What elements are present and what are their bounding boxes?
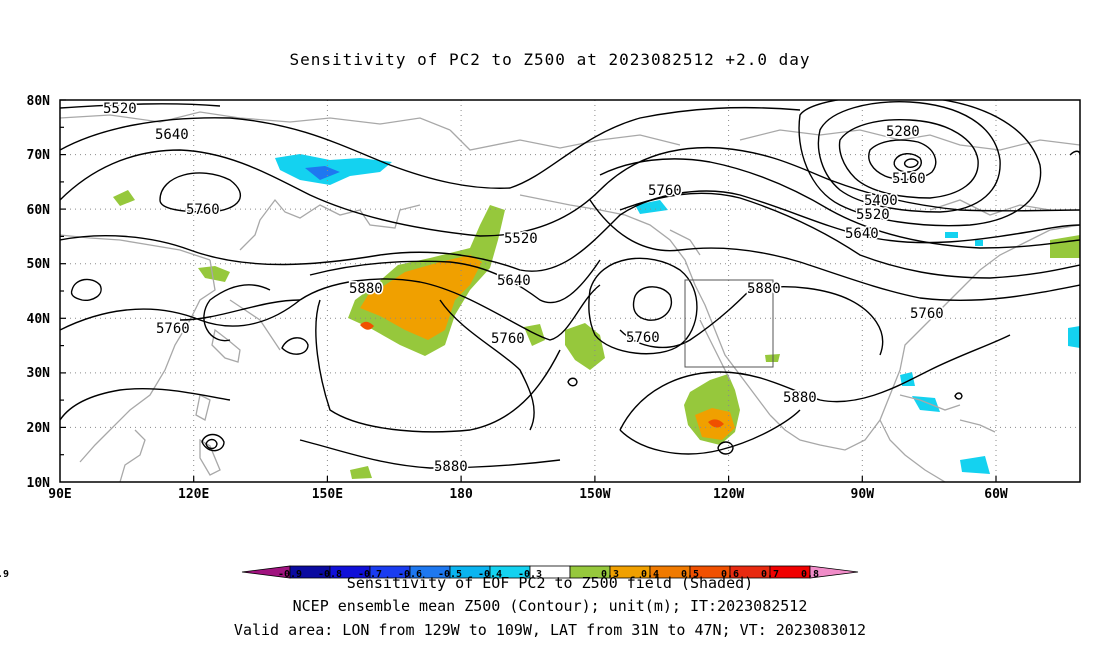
longitude-labels: 90E 120E 150E 180 150W 120W 90W 60W (48, 487, 1008, 502)
colorbar-tick-label: 0.5 (681, 569, 699, 580)
red-spot-mexico (708, 419, 724, 428)
contour-label: 5760 (491, 331, 525, 347)
contour-label: 5280 (886, 124, 920, 140)
lon-label: 120E (178, 487, 209, 502)
contour-label: 5640 (155, 127, 189, 143)
green-spot-gulf (524, 324, 545, 346)
colorbar-tick-label: -0.5 (438, 569, 462, 580)
lat-label: 80N (27, 94, 51, 109)
blue-spot-greenland (945, 232, 958, 238)
blue-spot-greenland-2 (975, 240, 983, 246)
map-title: Sensitivity of PC2 to Z500 at 2023082512… (289, 50, 811, 69)
colorbar-tick-label: 0.9 (0, 569, 9, 580)
red-spot-pacific (360, 321, 374, 330)
colorbar-tick-label: -0.9 (278, 569, 302, 580)
lon-label: 150E (312, 487, 343, 502)
colorbar-tick-label: -0.8 (318, 569, 342, 580)
lon-label: 90E (48, 487, 71, 502)
colorbar-caption: Sensitivity of EOF PC2 to Z500 field (Sh… (347, 574, 753, 592)
lat-label: 50N (27, 257, 51, 272)
contour-label: 5880 (747, 281, 781, 297)
colorbar-tick-label: 0.6 (721, 569, 739, 580)
contour-label: 5760 (186, 202, 220, 218)
green-spot-1 (113, 190, 135, 206)
lon-label: 150W (579, 487, 610, 502)
contour-label: 5160 (892, 171, 926, 187)
colorbar-tick-labels: -0.9 -0.8 -0.7 -0.6 -0.5 -0.4 -0.3 0.3 0.4 0.5 0.6… (0, 569, 819, 580)
footer-line-1: NCEP ensemble mean Z500 (Contour); unit(… (292, 597, 808, 615)
lon-label: 90W (851, 487, 875, 502)
lat-label: 30N (27, 366, 51, 381)
colorbar-tick-label: -0.3 (518, 569, 542, 580)
colorbar-tick-label: -0.4 (478, 569, 502, 580)
contour-label: 5640 (845, 226, 879, 242)
colorbar-tick-label: 0.7 (761, 569, 779, 580)
blue-core-siberia (305, 166, 340, 180)
lat-lon-gridlines (60, 100, 1080, 482)
valid-area-box (684, 279, 774, 368)
axis-ticks (60, 99, 997, 482)
lat-label: 40N (27, 312, 51, 327)
latitude-labels: 80N 70N 60N 50N 40N 30N 20N 10N (27, 94, 51, 491)
lon-label: 60W (984, 487, 1008, 502)
contour-label: 5880 (349, 281, 383, 297)
contour-label: 5760 (910, 306, 944, 322)
colorbar-tick-label: 0.4 (641, 569, 659, 580)
contour-label: 5400 (864, 193, 898, 209)
contour-label: 5760 (156, 321, 190, 337)
contour-labels: 5520 5640 5760 5520 5640 5760 5880 5760 … (102, 100, 946, 477)
contour-label: 5760 (626, 330, 660, 346)
green-spot-2 (198, 266, 230, 282)
colorbar-tick-label: 0.8 (801, 569, 819, 580)
colorbar-tick-label: -0.6 (398, 569, 422, 580)
contour-label: 5520 (103, 101, 137, 117)
contour-label: 5760 (648, 183, 682, 199)
lat-label: 20N (27, 421, 51, 436)
lat-label: 10N (27, 476, 51, 491)
contour-label: 5520 (504, 231, 538, 247)
colorbar-swatch (809, 565, 859, 579)
lon-label: 180 (449, 487, 473, 502)
lon-label: 120W (713, 487, 744, 502)
colorbar-tick-label: -0.7 (358, 569, 382, 580)
colorbar-swatches (241, 565, 859, 579)
contour-label: 5640 (497, 273, 531, 289)
blue-spot-caribbean-3 (960, 456, 990, 474)
contour-label: 5520 (856, 207, 890, 223)
lat-label: 70N (27, 148, 51, 163)
blue-spot-atlantic (1068, 326, 1080, 348)
lat-label: 60N (27, 203, 51, 218)
footer-line-2: Valid area: LON from 129W to 109W, LAT f… (233, 621, 867, 639)
contour-label: 5880 (434, 459, 468, 475)
colorbar-tick-label: 0.3 (601, 569, 619, 580)
contour-label: 5880 (783, 390, 817, 406)
z500-contours (60, 100, 1080, 469)
green-spot-4 (350, 466, 372, 479)
